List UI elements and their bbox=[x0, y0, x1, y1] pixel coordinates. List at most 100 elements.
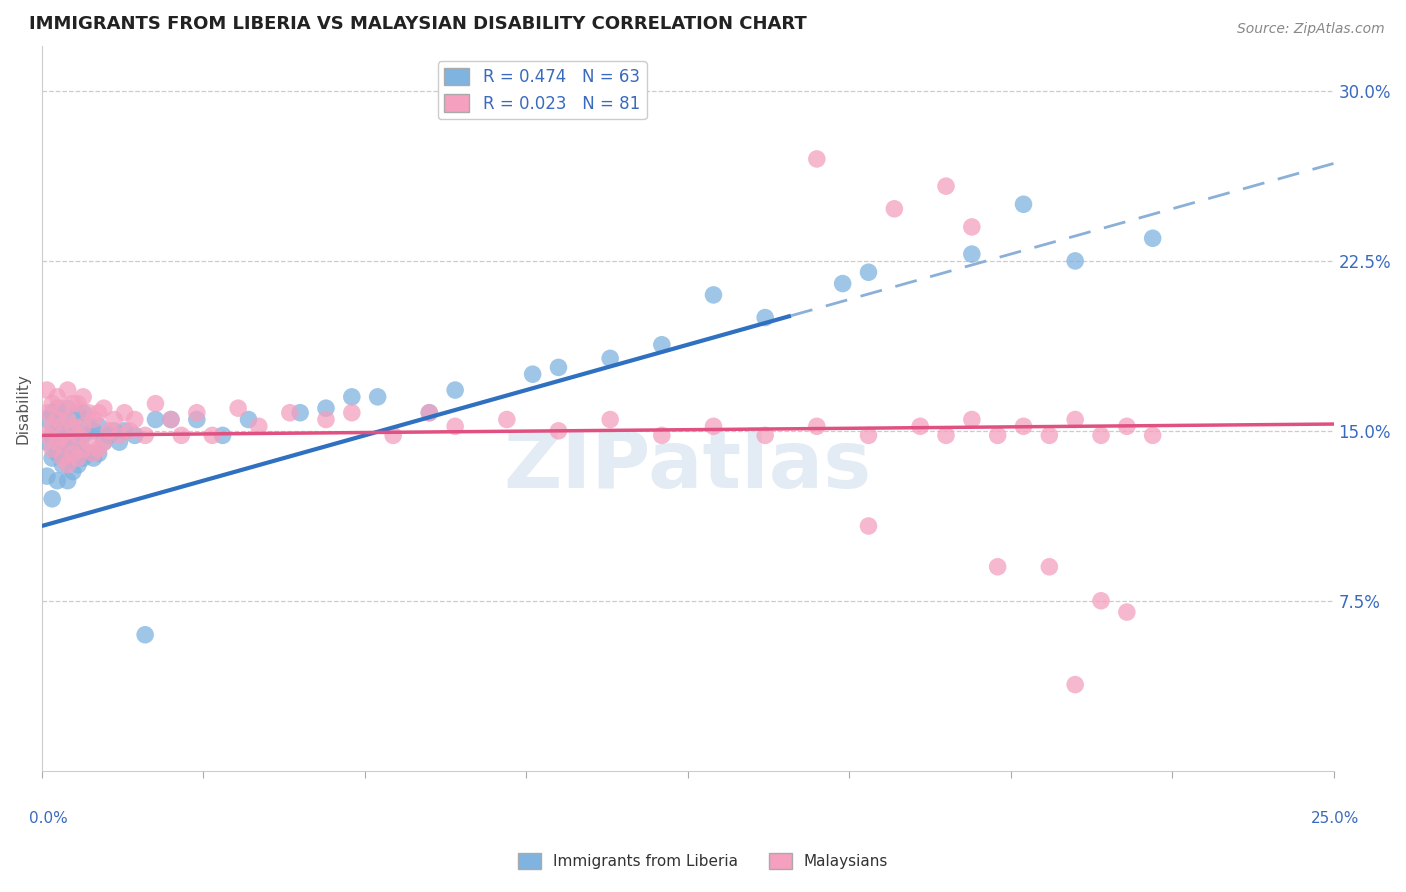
Point bbox=[98, 428, 121, 442]
Point bbox=[77, 406, 100, 420]
Point bbox=[46, 424, 69, 438]
Point bbox=[41, 428, 63, 442]
Point bbox=[1064, 677, 1087, 691]
Point bbox=[62, 419, 84, 434]
Point bbox=[186, 406, 208, 420]
Point bbox=[702, 419, 724, 434]
Point bbox=[72, 406, 94, 420]
Point bbox=[340, 406, 363, 420]
Point bbox=[46, 412, 69, 426]
Point bbox=[418, 406, 440, 420]
Text: 25.0%: 25.0% bbox=[1310, 811, 1360, 826]
Point bbox=[226, 401, 249, 416]
Point bbox=[56, 412, 79, 426]
Point bbox=[883, 202, 905, 216]
Point bbox=[170, 428, 193, 442]
Point bbox=[1012, 419, 1035, 434]
Point bbox=[66, 458, 89, 472]
Point bbox=[935, 428, 957, 442]
Point bbox=[77, 435, 100, 450]
Point bbox=[806, 419, 828, 434]
Point bbox=[1038, 559, 1060, 574]
Point bbox=[35, 469, 58, 483]
Point bbox=[82, 424, 104, 438]
Point bbox=[599, 351, 621, 366]
Point bbox=[278, 406, 301, 420]
Point bbox=[651, 428, 673, 442]
Point bbox=[66, 428, 89, 442]
Point bbox=[51, 401, 73, 416]
Point bbox=[56, 474, 79, 488]
Point bbox=[56, 458, 79, 472]
Point bbox=[72, 390, 94, 404]
Point bbox=[754, 428, 776, 442]
Point bbox=[93, 435, 115, 450]
Point bbox=[51, 428, 73, 442]
Point bbox=[103, 424, 125, 438]
Point bbox=[960, 412, 983, 426]
Point bbox=[1064, 412, 1087, 426]
Point bbox=[547, 360, 569, 375]
Point bbox=[522, 368, 544, 382]
Point bbox=[62, 419, 84, 434]
Point bbox=[1090, 594, 1112, 608]
Point bbox=[960, 247, 983, 261]
Point bbox=[987, 559, 1010, 574]
Point bbox=[41, 406, 63, 420]
Point bbox=[35, 435, 58, 450]
Point bbox=[1064, 254, 1087, 268]
Point bbox=[831, 277, 853, 291]
Point bbox=[108, 428, 131, 442]
Point bbox=[66, 397, 89, 411]
Point bbox=[51, 450, 73, 465]
Point bbox=[41, 419, 63, 434]
Point bbox=[858, 265, 880, 279]
Point bbox=[754, 310, 776, 325]
Point bbox=[444, 419, 467, 434]
Legend: R = 0.474   N = 63, R = 0.023   N = 81: R = 0.474 N = 63, R = 0.023 N = 81 bbox=[437, 62, 647, 120]
Point bbox=[51, 412, 73, 426]
Point bbox=[72, 428, 94, 442]
Point bbox=[41, 397, 63, 411]
Point bbox=[201, 428, 224, 442]
Point bbox=[56, 435, 79, 450]
Point bbox=[56, 383, 79, 397]
Point bbox=[87, 406, 110, 420]
Point bbox=[134, 428, 156, 442]
Point bbox=[51, 435, 73, 450]
Point bbox=[66, 435, 89, 450]
Point bbox=[51, 458, 73, 472]
Point bbox=[418, 406, 440, 420]
Point bbox=[108, 435, 131, 450]
Point bbox=[858, 428, 880, 442]
Point bbox=[46, 446, 69, 460]
Point bbox=[41, 442, 63, 456]
Point bbox=[82, 446, 104, 460]
Point bbox=[145, 397, 167, 411]
Point bbox=[87, 419, 110, 434]
Point bbox=[382, 428, 405, 442]
Point bbox=[987, 428, 1010, 442]
Point bbox=[56, 450, 79, 465]
Point bbox=[315, 412, 337, 426]
Point bbox=[340, 390, 363, 404]
Point bbox=[82, 412, 104, 426]
Point bbox=[1115, 605, 1137, 619]
Point bbox=[46, 390, 69, 404]
Point bbox=[77, 419, 100, 434]
Point bbox=[62, 465, 84, 479]
Point bbox=[238, 412, 260, 426]
Point bbox=[46, 401, 69, 416]
Point bbox=[46, 435, 69, 450]
Point bbox=[72, 442, 94, 456]
Point bbox=[1142, 231, 1164, 245]
Text: Source: ZipAtlas.com: Source: ZipAtlas.com bbox=[1237, 22, 1385, 37]
Point bbox=[495, 412, 517, 426]
Point bbox=[160, 412, 183, 426]
Text: ZIPatlas: ZIPatlas bbox=[503, 427, 872, 505]
Point bbox=[87, 446, 110, 460]
Point bbox=[145, 412, 167, 426]
Point bbox=[41, 450, 63, 465]
Point bbox=[103, 412, 125, 426]
Point bbox=[160, 412, 183, 426]
